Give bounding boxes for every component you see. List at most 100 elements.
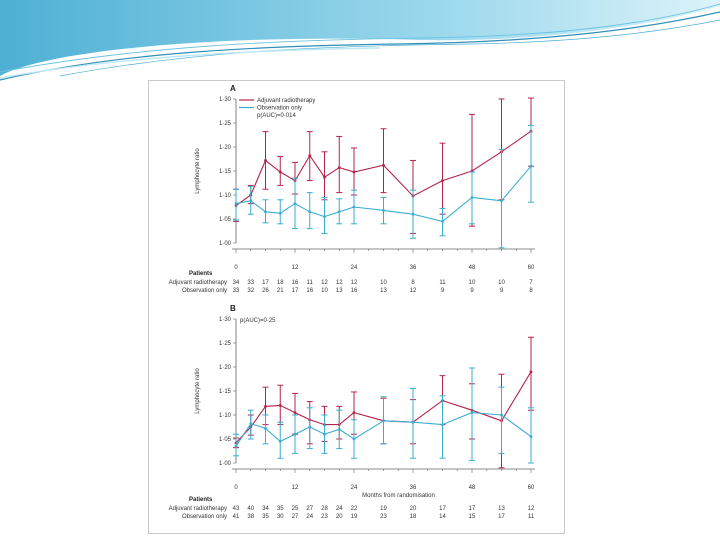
panel-b-adjuvant-data-point [264, 404, 267, 408]
panel-b-x-axis-label: Months from randomisation [362, 493, 435, 499]
panel-a-patients-count: 10 [380, 280, 387, 286]
panel-a-pvalue: p(AUC)=0·014 [257, 113, 297, 119]
panel-a-legend-label-adjuvant: Adjuvant radiotherapy [257, 98, 315, 104]
panel-b-patients-count: 18 [410, 514, 417, 520]
panel-b-letter: B [230, 304, 236, 313]
panel-a-adjuvant-data-point [264, 159, 267, 162]
panel-b-y-tick-label: 1·10 [219, 413, 232, 419]
panel-a-patients-count: 12 [410, 288, 417, 294]
wave-line-4 [0, 47, 381, 79]
panel-b-observation-data-point [337, 428, 341, 431]
wave-fill [0, 0, 720, 76]
panel-b-adjuvant-data-point [293, 411, 297, 414]
panel-a-patients-count: 13 [336, 288, 343, 294]
panel-a-observation-data-point [323, 215, 326, 219]
panel-b-patients-count: 12 [528, 506, 535, 512]
panel-a-x-tick-label: 36 [410, 265, 417, 271]
panel-b-observation-data-point [293, 432, 297, 436]
panel-a-patients-count: 9 [470, 288, 474, 294]
panel-b-y-tick-label: 1·00 [219, 461, 232, 467]
figure-panel: A 1·00 1·05 1·10 1·15 1·20 1·25 1·30 Lymphocyte … [148, 80, 565, 534]
panel-a-patients-count: 33 [247, 280, 254, 286]
panel-a-patients-count: 8 [411, 280, 415, 286]
panel-b-patients-count: 28 [321, 506, 328, 512]
panel-a-patients-count: 33 [233, 288, 240, 294]
panel-b-patients-count: 11 [528, 514, 535, 520]
panel-a-observation-data-point [529, 164, 533, 168]
panel-a-y-tick-label: 1·15 [219, 169, 232, 175]
panel-b-observation-data-point [323, 432, 326, 436]
panel-a-patients-count: 12 [336, 280, 343, 286]
figure-svg: A 1·00 1·05 1·10 1·15 1·20 1·25 1·30 Lymphocyte … [169, 84, 535, 520]
panel-b-patients-count: 27 [292, 514, 299, 520]
panel-b-y-tick-label: 1·30 [219, 317, 232, 323]
panel-b-patients-row-label: Adjuvant radiotherapy [169, 506, 227, 512]
panel-b-pvalue: p(AUC)=0·25 [240, 318, 276, 324]
panel-a-observation-data-point [337, 210, 341, 214]
panel-b-observation-data-point [352, 437, 356, 441]
panel-a-patients-count: 9 [500, 288, 504, 294]
panel-a-adjuvant-data-point [308, 154, 312, 158]
panel-a-patients-count: 16 [306, 288, 313, 294]
panel-b-y-tick-label: 1·20 [219, 365, 232, 371]
panel-a-patients-row-label: Observation only [182, 288, 227, 294]
panel-a-patients-count: 12 [321, 280, 328, 286]
panel-a-observation-data-point [308, 210, 312, 214]
panel-a-x-tick-label: 60 [528, 265, 535, 271]
panel-a-y-tick-label: 1·05 [219, 217, 232, 223]
wave-line-1 [0, 11, 720, 81]
panel-b-x-tick-label: 60 [528, 485, 535, 491]
wave-line-3 [59, 19, 720, 77]
panel-a-patients-count: 34 [233, 280, 240, 286]
panel-b-patients-count: 20 [410, 506, 417, 512]
panel-a-y-tick-label: 1·10 [219, 193, 232, 199]
panel-a-patients-count: 32 [247, 288, 254, 294]
panel-a-patients-count: 17 [262, 280, 269, 286]
panel-b-patients-count: 19 [351, 514, 358, 520]
panel-b-patients-count: 43 [233, 506, 240, 512]
panel-b-patients-count: 24 [306, 514, 313, 520]
panel-a-patients-count: 8 [529, 288, 533, 294]
panel-a-y-tick-label: 1·00 [219, 241, 232, 247]
panel-a-observation-data-point [234, 202, 238, 206]
panel-a-observation-data-point [411, 212, 415, 216]
panel-a-adjuvant-data-point [278, 170, 282, 174]
panel-b-x-tick-label: 12 [292, 485, 299, 491]
panel-a-observation-data-point [278, 211, 282, 215]
panel-a-patients-count: 10 [498, 280, 505, 286]
panel-a-observation-data-point [352, 205, 356, 209]
panel-b-x-tick-label: 48 [469, 485, 476, 491]
panel-b-patients-count: 35 [262, 514, 269, 520]
panel-b-x-tick-label: 0 [234, 485, 238, 491]
panel-a-patients-count: 10 [469, 280, 476, 286]
panel-a-patients-count: 16 [351, 288, 358, 294]
panel-b-adjuvant-data-point [529, 370, 533, 374]
panel-b-patients-count: 17 [498, 514, 505, 520]
panel-b-observation-data-point [308, 425, 312, 429]
panel-a-observation-data-point [382, 208, 385, 212]
panel-b-patients-count: 24 [336, 506, 343, 512]
panel-a-patients-count: 7 [529, 280, 533, 286]
panel-b-observation-data-point [249, 422, 253, 426]
panel-a-adjuvant-data-point [337, 166, 341, 170]
panel-b-patients-count: 23 [380, 514, 387, 520]
panel-a-y-tick-label: 1·25 [219, 121, 232, 127]
panel-a-observation-data-point [500, 199, 503, 203]
panel-a-patients-heading: Patients [189, 271, 213, 277]
panel-a-patients-count: 13 [380, 288, 387, 294]
panel-a-x-tick-label: 48 [469, 265, 476, 271]
panel-b-patients-count: 14 [439, 514, 446, 520]
panel-a-adjuvant-data-point [382, 163, 385, 167]
panel-b-observation-data-point [411, 420, 415, 424]
panel-b-y-tick-label: 1·05 [219, 437, 232, 443]
panel-a-observation-data-point [470, 196, 474, 199]
panel-b-patients-count: 17 [439, 506, 446, 512]
panel-a-observation-data-point [264, 210, 267, 214]
panel-a-adjuvant-data-point [352, 170, 356, 174]
panel-b-patients-count: 23 [321, 514, 328, 520]
panel-b-observation-data-point [441, 423, 444, 426]
panel-b-adjuvant-data-point [278, 404, 282, 407]
panel-a-observation-data-point [249, 199, 253, 203]
panel-b-patients-count: 35 [277, 506, 284, 512]
panel-b-x-tick-label: 36 [410, 485, 417, 491]
